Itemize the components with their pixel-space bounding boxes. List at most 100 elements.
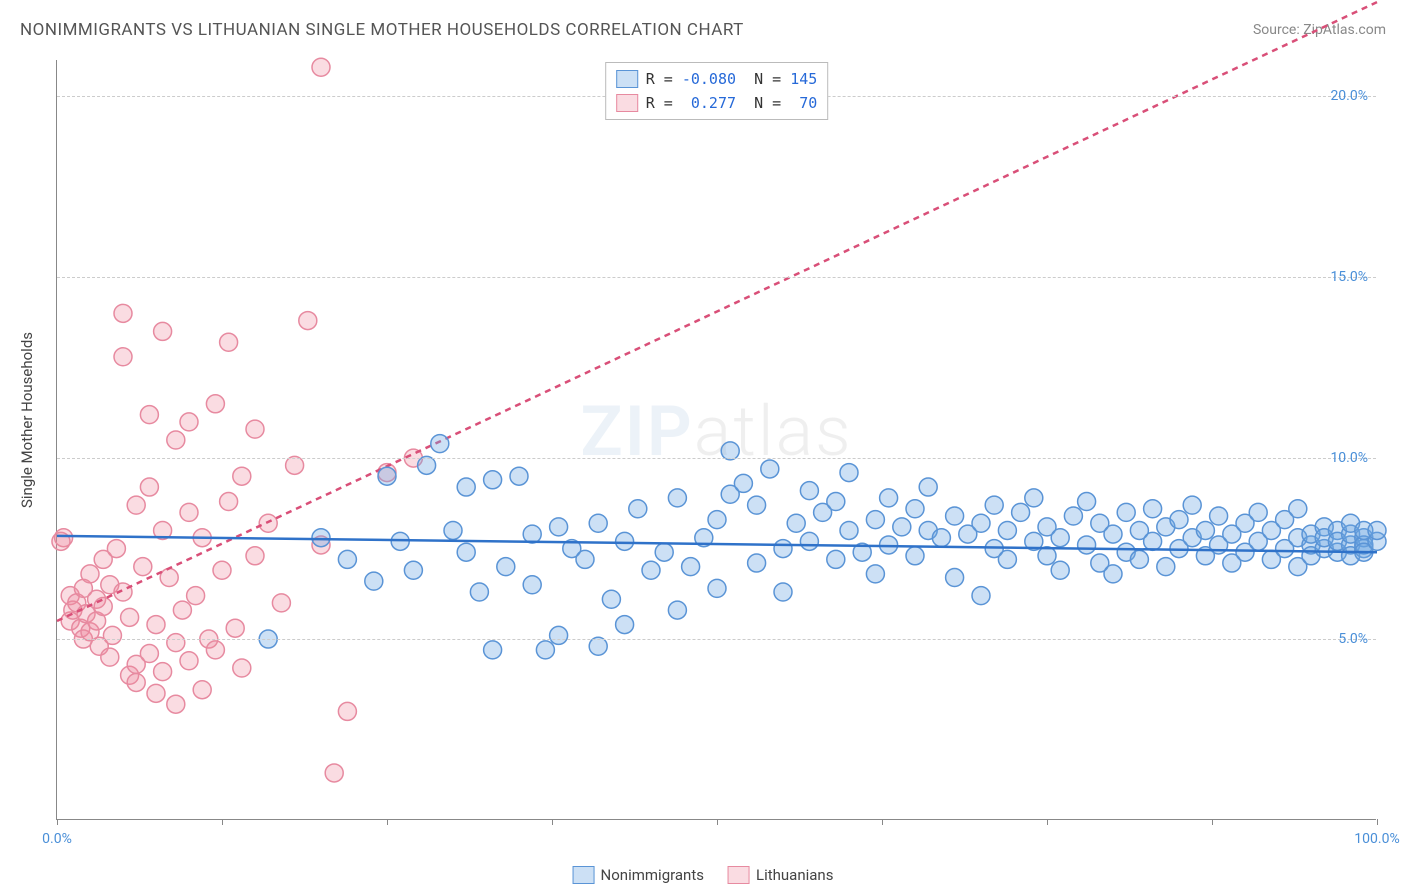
point-nonimmigrants — [840, 464, 858, 482]
x-tick — [1047, 819, 1048, 825]
point-lithuanians — [127, 496, 145, 514]
point-lithuanians — [325, 764, 343, 782]
x-tick — [387, 819, 388, 825]
point-nonimmigrants — [523, 525, 541, 543]
y-axis-title: Single Mother Households — [18, 332, 36, 508]
x-tick-label: 100.0% — [1354, 831, 1399, 847]
point-nonimmigrants — [629, 500, 647, 518]
x-tick — [1377, 819, 1378, 825]
point-nonimmigrants — [708, 511, 726, 529]
legend-swatch-nonimmigrants — [616, 70, 638, 88]
point-nonimmigrants — [1144, 500, 1162, 518]
x-tick — [552, 819, 553, 825]
point-nonimmigrants — [1064, 507, 1082, 525]
chart-title: NONIMMIGRANTS VS LITHUANIAN SINGLE MOTHE… — [20, 20, 744, 40]
point-lithuanians — [206, 641, 224, 659]
point-lithuanians — [233, 467, 251, 485]
legend-stats-lithuanians: R = 0.277 N = 70 — [646, 91, 818, 115]
point-nonimmigrants — [985, 496, 1003, 514]
x-tick — [717, 819, 718, 825]
point-nonimmigrants — [1078, 493, 1096, 511]
point-nonimmigrants — [906, 547, 924, 565]
point-nonimmigrants — [1104, 525, 1122, 543]
y-tick-label: 10.0% — [1330, 450, 1368, 466]
point-nonimmigrants — [338, 550, 356, 568]
point-lithuanians — [160, 569, 178, 587]
point-lithuanians — [167, 695, 185, 713]
point-nonimmigrants — [457, 543, 475, 561]
point-nonimmigrants — [1130, 550, 1148, 568]
point-nonimmigrants — [668, 601, 686, 619]
point-nonimmigrants — [1104, 565, 1122, 583]
point-lithuanians — [81, 565, 99, 583]
bottom-swatch-nonimmigrants — [573, 866, 595, 884]
point-nonimmigrants — [880, 489, 898, 507]
point-nonimmigrants — [946, 507, 964, 525]
bottom-legend: Nonimmigrants Lithuanians — [573, 866, 834, 884]
point-nonimmigrants — [998, 521, 1016, 539]
point-lithuanians — [103, 626, 121, 644]
point-nonimmigrants — [550, 626, 568, 644]
point-nonimmigrants — [497, 558, 515, 576]
point-nonimmigrants — [840, 521, 858, 539]
correlation-legend: R = -0.080 N = 145 R = 0.277 N = 70 — [605, 62, 829, 120]
point-lithuanians — [127, 673, 145, 691]
point-nonimmigrants — [998, 550, 1016, 568]
point-lithuanians — [167, 431, 185, 449]
point-nonimmigrants — [1012, 503, 1030, 521]
point-lithuanians — [180, 503, 198, 521]
bottom-label-lithuanians: Lithuanians — [756, 866, 833, 884]
point-nonimmigrants — [972, 587, 990, 605]
point-lithuanians — [114, 304, 132, 322]
bottom-legend-lithuanians: Lithuanians — [728, 866, 833, 884]
point-nonimmigrants — [312, 529, 330, 547]
point-nonimmigrants — [682, 558, 700, 576]
point-nonimmigrants — [616, 616, 634, 634]
point-lithuanians — [213, 561, 231, 579]
point-nonimmigrants — [602, 590, 620, 608]
point-nonimmigrants — [484, 471, 502, 489]
point-nonimmigrants — [906, 500, 924, 518]
plot-area: ZIPatlas R = -0.080 N = 145 R = 0.277 N … — [56, 60, 1376, 820]
point-nonimmigrants — [470, 583, 488, 601]
point-nonimmigrants — [1368, 521, 1386, 539]
bottom-legend-nonimmigrants: Nonimmigrants — [573, 866, 704, 884]
point-nonimmigrants — [668, 489, 686, 507]
gridline-h — [57, 639, 1376, 640]
point-lithuanians — [180, 413, 198, 431]
point-lithuanians — [233, 659, 251, 677]
point-lithuanians — [206, 395, 224, 413]
point-nonimmigrants — [800, 482, 818, 500]
point-lithuanians — [299, 312, 317, 330]
point-nonimmigrants — [484, 641, 502, 659]
source-label: Source: ZipAtlas.com — [1253, 22, 1386, 38]
point-nonimmigrants — [1249, 503, 1267, 521]
point-lithuanians — [312, 58, 330, 76]
point-lithuanians — [154, 663, 172, 681]
point-lithuanians — [107, 540, 125, 558]
x-tick — [882, 819, 883, 825]
point-lithuanians — [220, 333, 238, 351]
point-nonimmigrants — [734, 474, 752, 492]
point-nonimmigrants — [536, 641, 554, 659]
point-lithuanians — [101, 648, 119, 666]
scatter-svg — [57, 60, 1376, 819]
point-nonimmigrants — [748, 554, 766, 572]
point-nonimmigrants — [523, 576, 541, 594]
point-lithuanians — [173, 601, 191, 619]
point-nonimmigrants — [866, 565, 884, 583]
point-lithuanians — [147, 616, 165, 634]
point-nonimmigrants — [550, 518, 568, 536]
point-nonimmigrants — [972, 514, 990, 532]
point-nonimmigrants — [787, 514, 805, 532]
point-lithuanians — [272, 594, 290, 612]
point-nonimmigrants — [774, 583, 792, 601]
point-lithuanians — [140, 406, 158, 424]
point-nonimmigrants — [774, 540, 792, 558]
point-nonimmigrants — [589, 514, 607, 532]
point-nonimmigrants — [365, 572, 383, 590]
point-nonimmigrants — [457, 478, 475, 496]
point-nonimmigrants — [827, 550, 845, 568]
point-lithuanians — [220, 493, 238, 511]
point-nonimmigrants — [1025, 489, 1043, 507]
